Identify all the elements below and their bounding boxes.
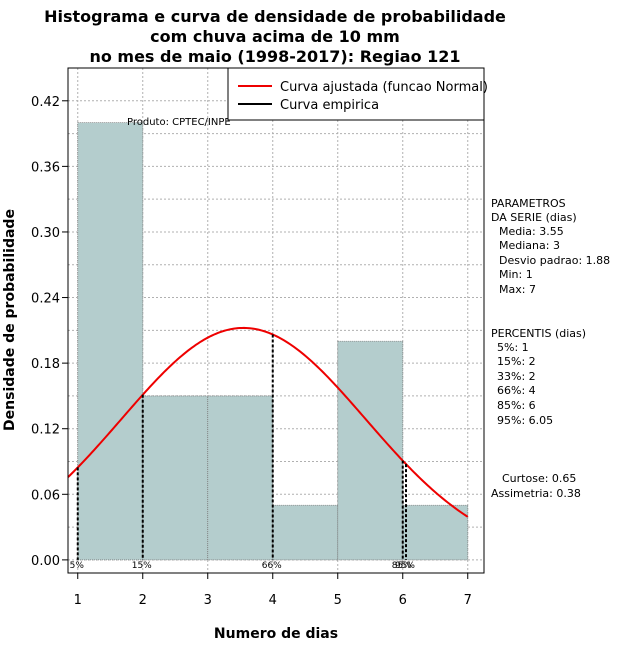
percentil-95: 95%: 6.05 (497, 414, 553, 427)
stat-curtose: Curtose: 0.65 (502, 472, 576, 485)
product-annotation: Produto: CPTEC/INPE (127, 117, 231, 128)
legend: Curva ajustada (funcao Normal) Curva emp… (227, 67, 488, 121)
histogram-bar-5 (337, 340, 404, 561)
y-axis-label: Densidade de probabilidade (2, 209, 18, 431)
param-max: Max: 7 (499, 283, 536, 296)
y-tick-label-0.30: 0.30 (31, 226, 60, 241)
legend-empirical-label: Curva empirica (280, 98, 379, 113)
percentile-label-95: 95% (395, 561, 415, 571)
percentil-66: 66%: 4 (497, 384, 536, 397)
histogram-bars (77, 122, 469, 561)
histogram-bar-1 (77, 122, 144, 561)
chart-title-line-3: no mes de maio (1998-2017): Regiao 121 (89, 47, 460, 66)
param-mediana: Mediana: 3 (499, 239, 560, 252)
percentil-85: 85%: 6 (497, 399, 536, 412)
param-min: Min: 1 (499, 268, 533, 281)
params-title-1: PARAMETROS (491, 197, 566, 210)
y-tick-label-0.06: 0.06 (31, 488, 60, 503)
chart-title-line-1: Histograma e curva de densidade de proba… (44, 7, 506, 26)
x-tick-label-7: 7 (464, 593, 472, 608)
percentil-33: 33%: 2 (497, 370, 536, 383)
y-tick-label-0.24: 0.24 (31, 292, 60, 307)
percentile-lines: 5% 15% 66% 85%95% (70, 334, 415, 571)
histogram-bar-3 (207, 395, 274, 561)
x-tick-label-3: 3 (204, 593, 212, 608)
stat-assimetria: Assimetria: 0.38 (491, 487, 581, 500)
y-tick-label-0.36: 0.36 (31, 160, 60, 175)
y-tick-label-0.12: 0.12 (31, 423, 60, 438)
normal-fit-curve (67, 326, 469, 518)
legend-box (227, 67, 485, 121)
x-tick-label-6: 6 (399, 593, 407, 608)
percentil-5: 5%: 1 (497, 341, 529, 354)
normal-fit-curve-group (67, 326, 469, 518)
percentile-label-5: 5% (70, 561, 85, 571)
x-tick-label-2: 2 (139, 593, 147, 608)
percentile-label-15: 15% (132, 561, 152, 571)
param-desvio: Desvio padrao: 1.88 (499, 254, 610, 267)
param-media: Media: 3.55 (499, 225, 564, 238)
percentile-label-85: 85% (392, 561, 412, 571)
axes: 1 2 3 4 5 6 7 0.00 0.06 0.12 0.18 0.24 0.30 0.36 0.42 (31, 95, 472, 608)
chart-title-line-2: com chuva acima de 10 mm (150, 27, 400, 46)
percentil-15: 15%: 2 (497, 355, 536, 368)
params-title-2: DA SERIE (dias) (491, 211, 577, 224)
y-tick-label-0.18: 0.18 (31, 357, 60, 372)
y-tick-label-0.42: 0.42 (31, 95, 60, 110)
percentile-label-66: 66% (262, 561, 282, 571)
percentis-title: PERCENTIS (dias) (491, 327, 586, 340)
x-tick-label-1: 1 (74, 593, 82, 608)
side-panel: PARAMETROS DA SERIE (dias) Media: 3.55 M… (491, 197, 610, 500)
x-tick-label-5: 5 (334, 593, 342, 608)
legend-fit-label: Curva ajustada (funcao Normal) (280, 80, 488, 95)
histogram-bar-6 (402, 504, 469, 561)
x-tick-label-4: 4 (269, 593, 277, 608)
y-tick-label-0.00: 0.00 (31, 554, 60, 569)
x-axis-label: Numero de dias (214, 626, 338, 642)
histogram-bar-2 (142, 395, 209, 561)
histogram-bar-4 (272, 504, 339, 561)
